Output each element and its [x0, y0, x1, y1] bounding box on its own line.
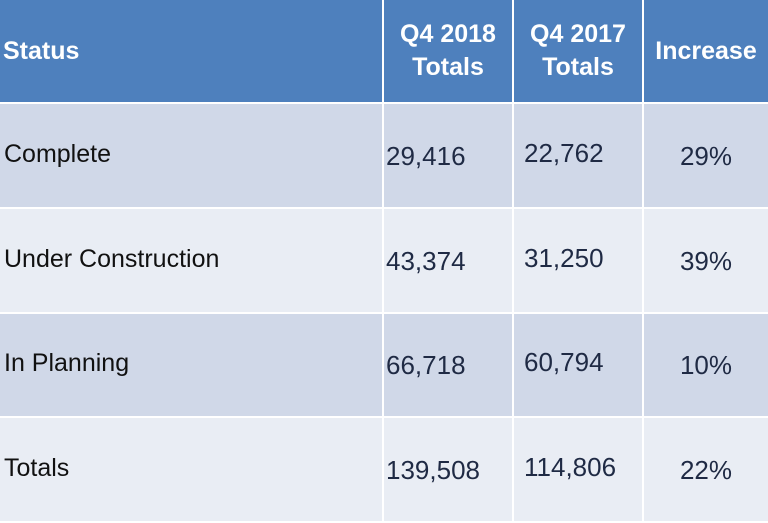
row-status: Totals — [0, 418, 384, 523]
table-row: Under Construction 43,374 31,250 39% — [0, 208, 768, 314]
row-status: Complete — [0, 104, 384, 209]
header-q4-2017-line2: Totals — [542, 53, 614, 81]
row-q4-2018-total: 66,718 — [384, 313, 514, 419]
header-status: Status — [0, 0, 384, 104]
header-q4-2017-line1: Q4 2017 — [530, 20, 626, 48]
row-increase: 39% — [644, 208, 768, 314]
row-q4-2018-total: 29,416 — [384, 104, 514, 209]
row-status: Under Construction — [0, 208, 384, 314]
table-row: Totals 139,508 114,806 22% — [0, 418, 768, 523]
row-increase: 10% — [644, 313, 768, 419]
header-row: Status Q4 2018 Totals Q4 2017 Totals Incre… — [0, 0, 768, 104]
header-q4-2018-line1: Q4 2018 — [400, 20, 496, 48]
row-q4-2018-total: 43,374 — [384, 208, 514, 314]
row-increase: 22% — [644, 418, 768, 523]
row-q4-2017-total: 22,762 — [514, 104, 644, 209]
row-q4-2018-total: 139,508 — [384, 418, 514, 523]
row-q4-2017-total: 114,806 — [514, 418, 644, 523]
table-body: Complete 29,416 22,762 29% Under Constru… — [0, 104, 768, 523]
table-row: In Planning 66,718 60,794 10% — [0, 313, 768, 419]
header-q4-2018-line2: Totals — [412, 53, 484, 81]
row-status: In Planning — [0, 313, 384, 419]
row-increase: 29% — [644, 104, 768, 209]
header-q4-2017: Q4 2017 Totals — [514, 0, 644, 104]
table-header: Status Q4 2018 Totals Q4 2017 Totals Incre… — [0, 0, 768, 104]
row-q4-2017-total: 31,250 — [514, 208, 644, 314]
header-q4-2018: Q4 2018 Totals — [384, 0, 514, 104]
row-q4-2017-total: 60,794 — [514, 313, 644, 419]
header-increase: Increase — [644, 0, 768, 104]
table-row: Complete 29,416 22,762 29% — [0, 104, 768, 209]
